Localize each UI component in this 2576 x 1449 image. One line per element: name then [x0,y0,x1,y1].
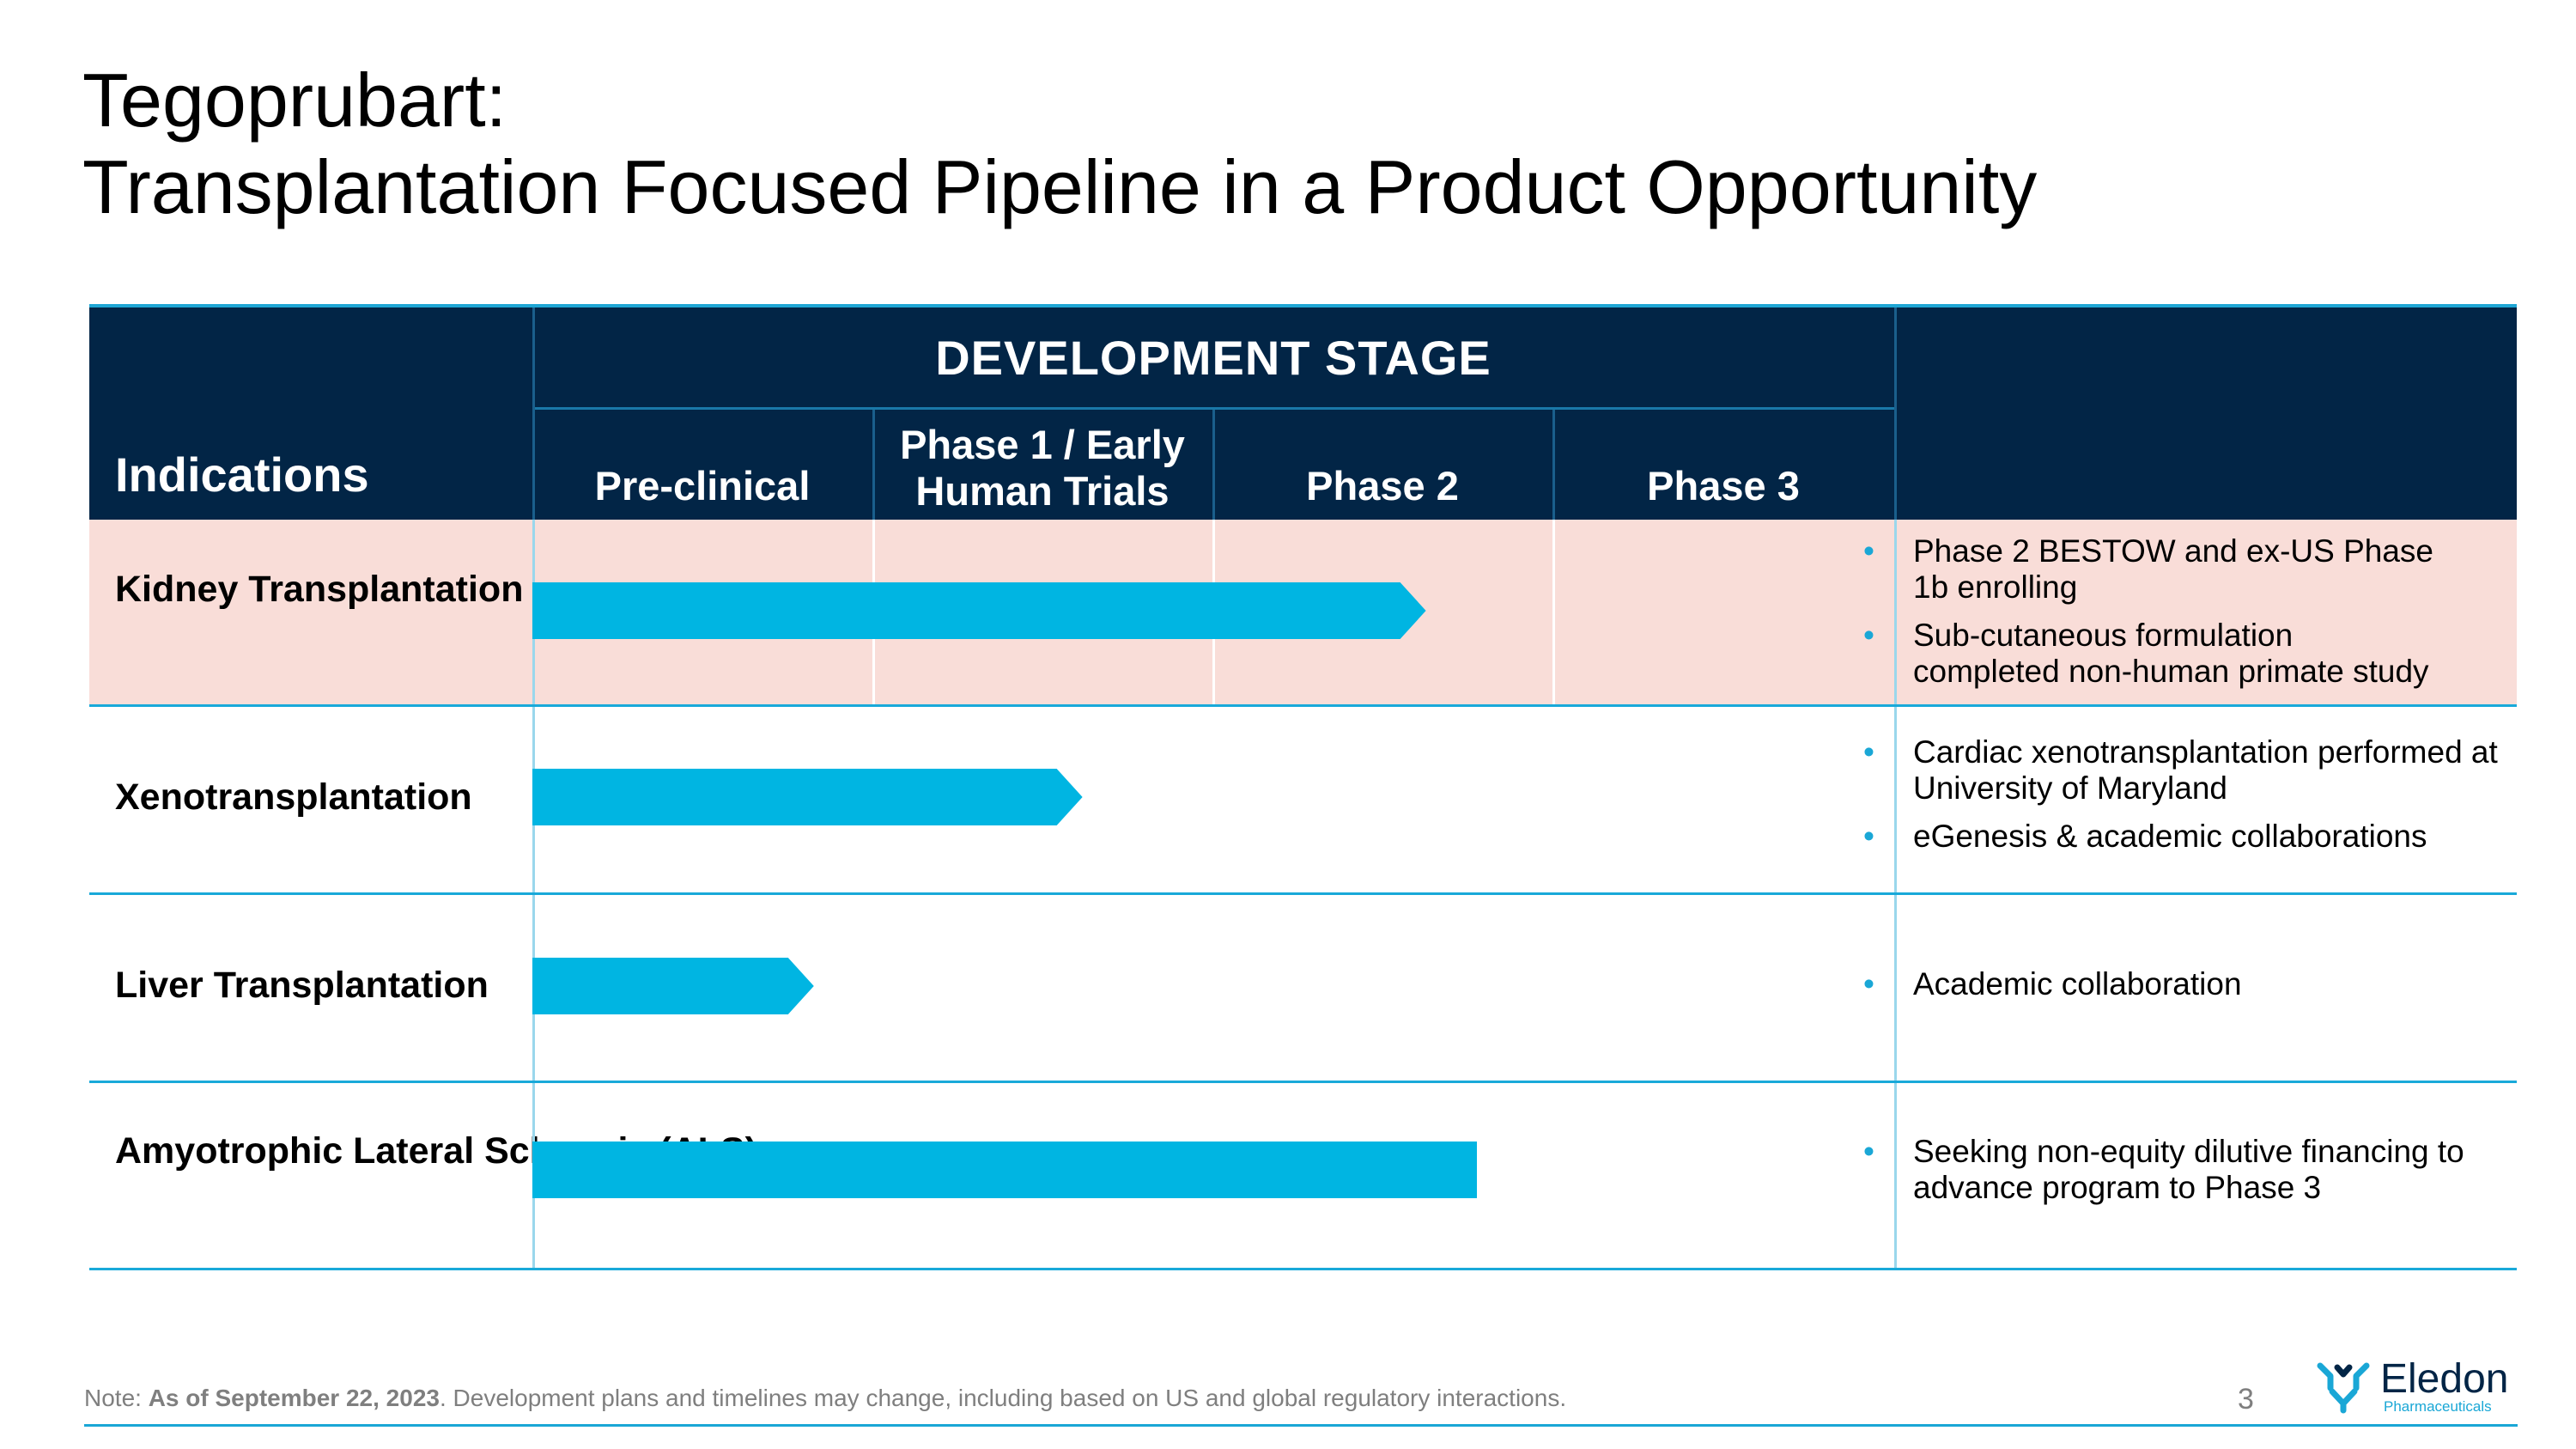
eledon-logo-icon [2317,1362,2370,1414]
progress-arrow-shape [532,958,814,1014]
page-title: Tegoprubart: Transplantation Focused Pip… [82,57,2401,230]
bullet-icon: • [1863,618,1874,653]
phase-header-phase1: Phase 1 / Early Human Trials [900,422,1185,514]
table-row: Kidney Transplantation • Phase 2 BESTOW a… [89,520,2517,707]
notes-list: • Academic collaboration [1863,966,2514,1014]
column-divider [1894,1083,1897,1268]
table-row: Xenotransplantation • Cardiac xenotranspl… [89,707,2517,895]
title-line-1: Tegoprubart: [82,58,507,143]
progress-arrow [532,1142,1477,1198]
phase-header-phase2: Phase 2 [1306,463,1459,508]
logo-name: Eledon [2380,1356,2509,1402]
note-item: • Academic collaboration [1863,966,2242,1002]
progress-arrow [532,958,814,1014]
note-item: • Sub-cutaneous formulation completed non… [1863,618,2429,689]
bullet-icon: • [1863,533,1874,569]
eledon-logo: Eledon Pharmaceuticals [2315,1355,2521,1416]
note-item: • Phase 2 BESTOW and ex-US Phase 1b enrol… [1863,533,2434,605]
page-number: 3 [2238,1383,2254,1416]
indication-label: Kidney Transplantation [115,569,524,610]
indications-header: Indications [115,447,369,502]
development-stage-header: DEVELOPMENT STAGE [935,330,1492,385]
column-divider [532,307,535,523]
bullet-icon: • [1863,966,1874,1002]
bullet-icon: • [1863,819,1874,854]
note-item: • Cardiac xenotransplantation performed a… [1863,734,2498,806]
progress-arrow-shape [532,769,1083,825]
footer-note: Note: As of September 22, 2023. Developm… [84,1385,1567,1411]
indication-label: Liver Transplantation [115,965,489,1006]
table-row: Liver Transplantation • Academic collabor… [89,895,2517,1083]
note-item: • eGenesis & academic collaborations [1863,819,2427,854]
phase-header-preclinical: Pre-clinical [594,463,811,508]
phase-header-phase3: Phase 3 [1647,463,1800,508]
progress-arrow [532,769,1083,825]
column-divider [1894,707,1897,892]
footer-divider [84,1424,2518,1427]
table-header: DEVELOPMENT STAGE Indications Pre-clinic… [89,304,2517,523]
column-divider [1552,410,1555,520]
logo-subtitle: Pharmaceuticals [2384,1398,2492,1415]
notes-list: • Phase 2 BESTOW and ex-US Phase 1b enrol… [1863,533,2445,702]
indication-label: Xenotransplantation [115,776,472,818]
column-divider [1894,895,1897,1081]
note-item: • Seeking non-equity dilutive financing t… [1863,1134,2464,1205]
notes-list: • Seeking non-equity dilutive financing t… [1863,1134,2497,1218]
column-divider [872,410,875,520]
title-line-2: Transplantation Focused Pipeline in a Pr… [82,144,2038,229]
progress-arrow [532,582,1426,639]
bullet-icon: • [1863,734,1874,770]
notes-list: • Cardiac xenotransplantation performed a… [1863,734,2514,867]
header-divider [532,407,1894,410]
progress-arrow-shape [532,582,1426,639]
column-divider [1894,520,1897,704]
column-divider [1212,410,1215,520]
table-row: Amyotrophic Lateral Sclerosis (ALS) • See… [89,1083,2517,1270]
progress-arrow-shape [532,1142,1477,1198]
column-divider [1894,307,1897,523]
bullet-icon: • [1863,1134,1874,1169]
phase-divider [1552,520,1555,704]
